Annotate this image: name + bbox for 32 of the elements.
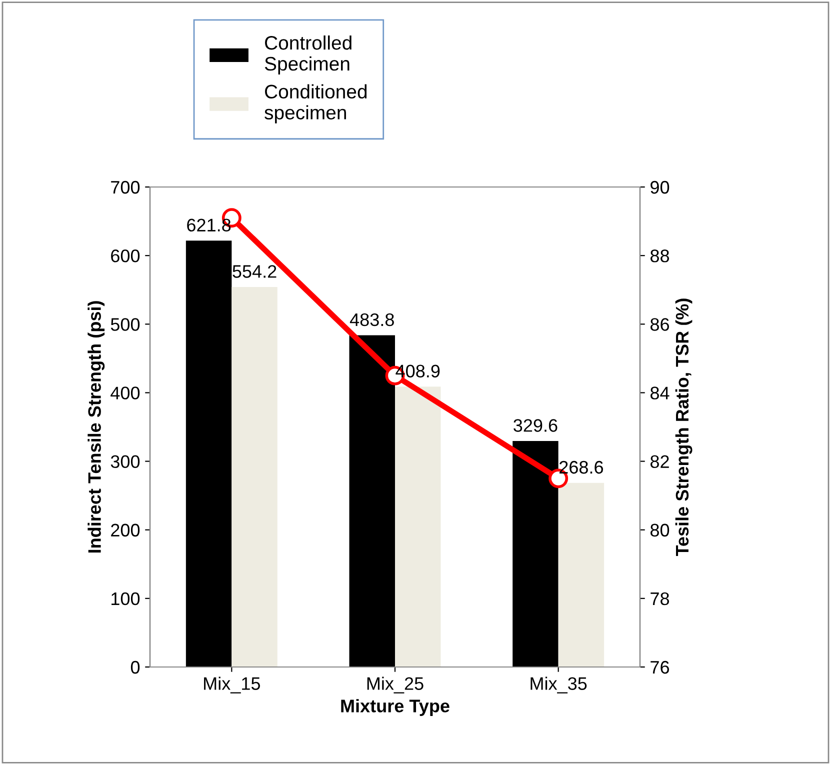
y-tick-label: 300 [110,455,140,468]
y2-tick-label: 80 [650,524,670,537]
y-tick-label: 200 [111,524,140,537]
y-axis-title: Indirect Tensile Strength (psi) [88,301,105,553]
y2-tick-label: 86 [650,318,670,331]
y2-tick-label: 88 [650,250,670,262]
y2-tick-label: 84 [650,386,670,400]
data-label: 483.8 [350,313,394,326]
y2-tick-label: 78 [650,592,670,606]
y2-tick-label: 82 [650,455,669,468]
y-tick-label: 600 [111,250,140,262]
legend-label: Conditioned specimen [264,84,367,124]
bar [558,482,604,667]
y-tick-label: 500 [110,318,140,331]
x-tick-label: Mix_15 [204,676,260,694]
x-tick-label: Mix_35 [530,676,587,694]
bar [395,386,441,667]
y2-axis-title: Tesile Strength Ratio, TSR (%) [675,298,692,556]
data-label: 268.6 [560,460,603,474]
x-axis-title: Mixture Type [341,699,450,716]
y2-tick-label: 90 [650,180,670,194]
y-tick-label: 700 [111,180,140,194]
legend-label: Controlled Specimen [264,35,352,75]
y-tick-label: 400 [110,386,140,400]
y2-tick-label: 76 [650,660,670,674]
y-tick-label: 100 [112,592,140,606]
bar [232,286,278,667]
x-tick-label: Mix_25 [367,676,424,694]
data-label: 329.6 [514,419,558,432]
y-tick-label: 0 [130,660,140,674]
data-label: 554.2 [232,265,276,278]
data-label: 621.8 [187,218,231,232]
